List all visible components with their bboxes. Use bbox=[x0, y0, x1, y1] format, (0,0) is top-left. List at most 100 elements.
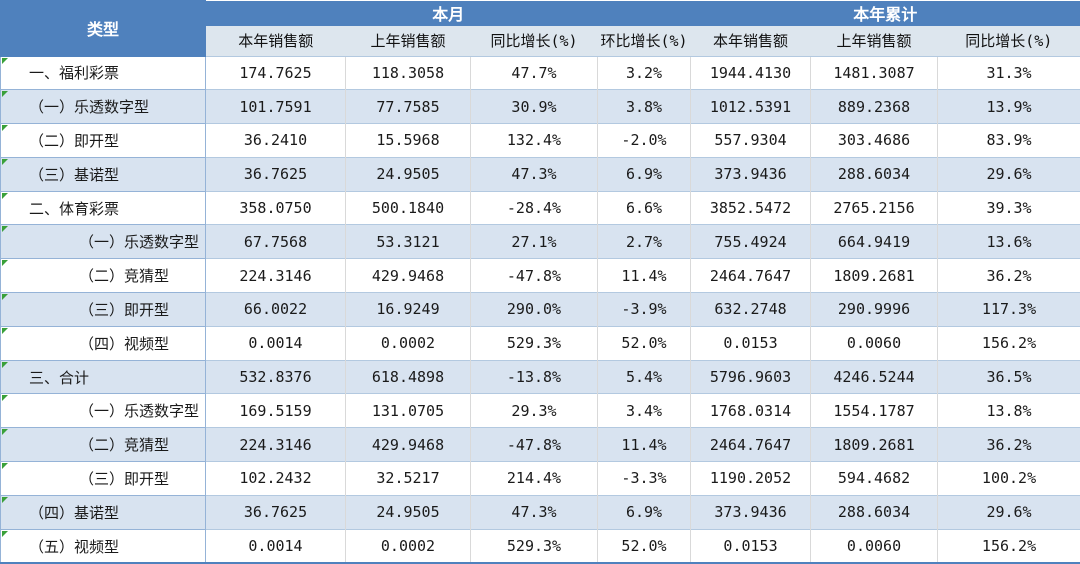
data-cell[interactable]: 1554.1787 bbox=[811, 394, 938, 428]
data-cell[interactable]: 0.0014 bbox=[206, 326, 346, 360]
data-cell[interactable]: 31.3% bbox=[938, 56, 1080, 90]
data-cell[interactable]: 16.9249 bbox=[346, 293, 471, 327]
data-cell[interactable]: 36.2% bbox=[938, 259, 1080, 293]
row-label-cell[interactable]: （一）乐透数字型 bbox=[1, 394, 206, 428]
data-cell[interactable]: 594.4682 bbox=[811, 462, 938, 496]
data-cell[interactable]: 13.9% bbox=[938, 90, 1080, 124]
row-label-cell[interactable]: 一、福利彩票 bbox=[1, 56, 206, 90]
row-label-cell[interactable]: （三）基诺型 bbox=[1, 157, 206, 191]
data-cell[interactable]: 0.0060 bbox=[811, 529, 938, 563]
row-label-cell[interactable]: （四）基诺型 bbox=[1, 495, 206, 529]
data-cell[interactable]: 47.3% bbox=[471, 157, 598, 191]
row-label-cell[interactable]: （四）视频型 bbox=[1, 326, 206, 360]
data-cell[interactable]: 101.7591 bbox=[206, 90, 346, 124]
data-cell[interactable]: 557.9304 bbox=[691, 124, 811, 158]
data-cell[interactable]: 2.7% bbox=[598, 225, 691, 259]
data-cell[interactable]: 11.4% bbox=[598, 259, 691, 293]
data-cell[interactable]: 1809.2681 bbox=[811, 259, 938, 293]
data-cell[interactable]: 224.3146 bbox=[206, 428, 346, 462]
row-label-cell[interactable]: 三、合计 bbox=[1, 360, 206, 394]
data-cell[interactable]: 118.3058 bbox=[346, 56, 471, 90]
data-cell[interactable]: -3.3% bbox=[598, 462, 691, 496]
data-cell[interactable]: 52.0% bbox=[598, 326, 691, 360]
data-cell[interactable]: 224.3146 bbox=[206, 259, 346, 293]
data-cell[interactable]: 3852.5472 bbox=[691, 191, 811, 225]
data-cell[interactable]: 2464.7647 bbox=[691, 259, 811, 293]
data-cell[interactable]: 36.2% bbox=[938, 428, 1080, 462]
data-cell[interactable]: 618.4898 bbox=[346, 360, 471, 394]
data-cell[interactable]: 288.6034 bbox=[811, 157, 938, 191]
data-cell[interactable]: 532.8376 bbox=[206, 360, 346, 394]
data-cell[interactable]: 755.4924 bbox=[691, 225, 811, 259]
data-cell[interactable]: 288.6034 bbox=[811, 495, 938, 529]
data-cell[interactable]: 373.9436 bbox=[691, 495, 811, 529]
data-cell[interactable]: 373.9436 bbox=[691, 157, 811, 191]
data-cell[interactable]: 47.7% bbox=[471, 56, 598, 90]
data-cell[interactable]: -13.8% bbox=[471, 360, 598, 394]
data-cell[interactable]: 0.0153 bbox=[691, 529, 811, 563]
data-cell[interactable]: 52.0% bbox=[598, 529, 691, 563]
data-cell[interactable]: 36.7625 bbox=[206, 495, 346, 529]
data-cell[interactable]: 6.9% bbox=[598, 157, 691, 191]
data-cell[interactable]: 5.4% bbox=[598, 360, 691, 394]
data-cell[interactable]: -2.0% bbox=[598, 124, 691, 158]
data-cell[interactable]: 47.3% bbox=[471, 495, 598, 529]
data-cell[interactable]: 132.4% bbox=[471, 124, 598, 158]
row-label-cell[interactable]: （二）竞猜型 bbox=[1, 428, 206, 462]
data-cell[interactable]: 13.6% bbox=[938, 225, 1080, 259]
row-label-cell[interactable]: 二、体育彩票 bbox=[1, 191, 206, 225]
data-cell[interactable]: 24.9505 bbox=[346, 495, 471, 529]
data-cell[interactable]: 13.8% bbox=[938, 394, 1080, 428]
column-header[interactable]: 同比增长(%) bbox=[938, 26, 1080, 57]
data-cell[interactable]: 174.7625 bbox=[206, 56, 346, 90]
data-cell[interactable]: 1190.2052 bbox=[691, 462, 811, 496]
data-cell[interactable]: 6.9% bbox=[598, 495, 691, 529]
row-label-cell[interactable]: （一）乐透数字型 bbox=[1, 90, 206, 124]
data-cell[interactable]: 290.0% bbox=[471, 293, 598, 327]
data-cell[interactable]: -3.9% bbox=[598, 293, 691, 327]
data-cell[interactable]: 3.4% bbox=[598, 394, 691, 428]
data-cell[interactable]: 1012.5391 bbox=[691, 90, 811, 124]
column-header[interactable]: 本年销售额 bbox=[206, 26, 346, 57]
data-cell[interactable]: 0.0153 bbox=[691, 326, 811, 360]
data-cell[interactable]: 66.0022 bbox=[206, 293, 346, 327]
data-cell[interactable]: 1809.2681 bbox=[811, 428, 938, 462]
data-cell[interactable]: 6.6% bbox=[598, 191, 691, 225]
data-cell[interactable]: 358.0750 bbox=[206, 191, 346, 225]
data-cell[interactable]: 290.9996 bbox=[811, 293, 938, 327]
data-cell[interactable]: 0.0002 bbox=[346, 326, 471, 360]
data-cell[interactable]: 36.5% bbox=[938, 360, 1080, 394]
data-cell[interactable]: 1768.0314 bbox=[691, 394, 811, 428]
data-cell[interactable]: 15.5968 bbox=[346, 124, 471, 158]
data-cell[interactable]: -47.8% bbox=[471, 259, 598, 293]
data-cell[interactable]: 3.2% bbox=[598, 56, 691, 90]
column-header[interactable]: 环比增长(%) bbox=[598, 26, 691, 57]
data-cell[interactable]: 3.8% bbox=[598, 90, 691, 124]
data-cell[interactable]: 24.9505 bbox=[346, 157, 471, 191]
data-cell[interactable]: 1944.4130 bbox=[691, 56, 811, 90]
data-cell[interactable]: 169.5159 bbox=[206, 394, 346, 428]
data-cell[interactable]: 100.2% bbox=[938, 462, 1080, 496]
data-cell[interactable]: 664.9419 bbox=[811, 225, 938, 259]
column-header[interactable]: 同比增长(%) bbox=[471, 26, 598, 57]
data-cell[interactable]: 529.3% bbox=[471, 326, 598, 360]
data-cell[interactable]: 27.1% bbox=[471, 225, 598, 259]
column-header[interactable]: 本年销售额 bbox=[691, 26, 811, 57]
data-cell[interactable]: 4246.5244 bbox=[811, 360, 938, 394]
data-cell[interactable]: 500.1840 bbox=[346, 191, 471, 225]
row-label-cell[interactable]: （二）竞猜型 bbox=[1, 259, 206, 293]
data-cell[interactable]: 1481.3087 bbox=[811, 56, 938, 90]
data-cell[interactable]: 102.2432 bbox=[206, 462, 346, 496]
data-cell[interactable]: 30.9% bbox=[471, 90, 598, 124]
data-cell[interactable]: 117.3% bbox=[938, 293, 1080, 327]
data-cell[interactable]: 67.7568 bbox=[206, 225, 346, 259]
data-cell[interactable]: 303.4686 bbox=[811, 124, 938, 158]
data-cell[interactable]: 214.4% bbox=[471, 462, 598, 496]
data-cell[interactable]: 36.7625 bbox=[206, 157, 346, 191]
data-cell[interactable]: -47.8% bbox=[471, 428, 598, 462]
data-cell[interactable]: 529.3% bbox=[471, 529, 598, 563]
data-cell[interactable]: 32.5217 bbox=[346, 462, 471, 496]
data-cell[interactable]: 429.9468 bbox=[346, 259, 471, 293]
column-header[interactable]: 上年销售额 bbox=[346, 26, 471, 57]
corner-header-cell[interactable]: 类型 bbox=[1, 1, 206, 57]
